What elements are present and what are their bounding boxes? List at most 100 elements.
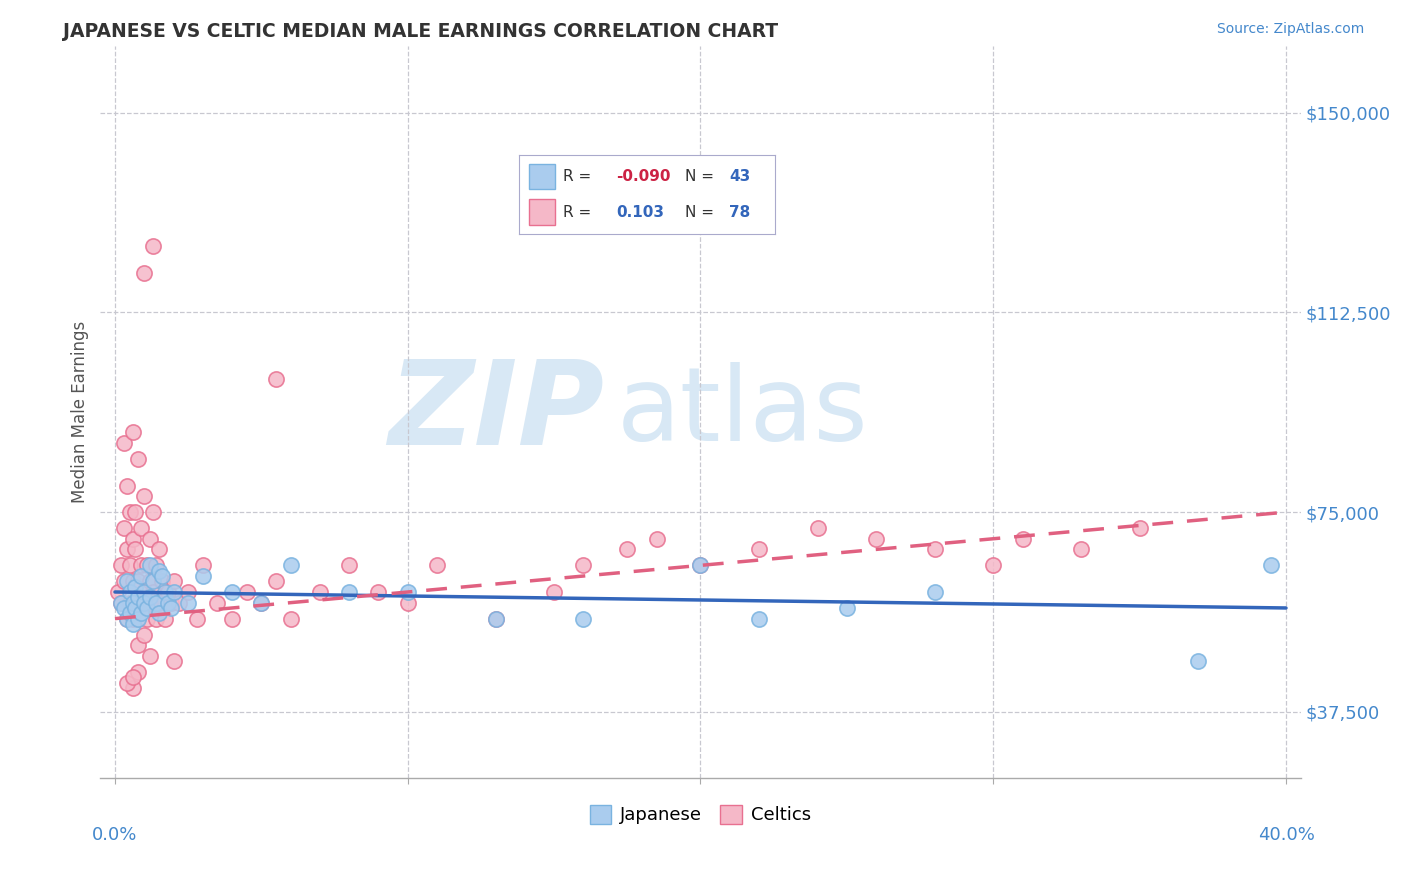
Point bbox=[865, 532, 887, 546]
Text: Source: ZipAtlas.com: Source: ZipAtlas.com bbox=[1216, 22, 1364, 37]
Point bbox=[121, 616, 143, 631]
Point bbox=[127, 638, 149, 652]
Text: JAPANESE VS CELTIC MEDIAN MALE EARNINGS CORRELATION CHART: JAPANESE VS CELTIC MEDIAN MALE EARNINGS … bbox=[63, 22, 779, 41]
Point bbox=[156, 596, 179, 610]
Point bbox=[127, 574, 149, 589]
Text: atlas: atlas bbox=[616, 362, 869, 463]
Point bbox=[139, 558, 162, 573]
Point bbox=[134, 266, 156, 280]
Point bbox=[131, 607, 153, 621]
Point bbox=[136, 612, 159, 626]
Point bbox=[162, 654, 184, 668]
Point bbox=[145, 558, 167, 573]
Point bbox=[235, 585, 257, 599]
Point bbox=[121, 670, 143, 684]
Point bbox=[337, 558, 360, 573]
Point bbox=[162, 574, 184, 589]
Point bbox=[807, 521, 830, 535]
Text: 0.0%: 0.0% bbox=[93, 826, 138, 845]
Point bbox=[127, 612, 149, 626]
Point bbox=[159, 601, 181, 615]
Point bbox=[156, 585, 179, 599]
Point bbox=[127, 612, 149, 626]
Text: 43: 43 bbox=[728, 169, 751, 184]
Point bbox=[748, 612, 770, 626]
Point bbox=[426, 558, 449, 573]
Point bbox=[689, 558, 711, 573]
Point bbox=[118, 585, 141, 599]
Point bbox=[924, 542, 946, 557]
Point bbox=[150, 574, 173, 589]
Point bbox=[127, 451, 149, 466]
Point bbox=[616, 542, 638, 557]
Point bbox=[136, 601, 159, 615]
Point bbox=[142, 574, 165, 589]
Point bbox=[115, 574, 138, 589]
Point bbox=[142, 505, 165, 519]
Point bbox=[115, 612, 138, 626]
Point bbox=[134, 489, 156, 503]
Point bbox=[121, 574, 143, 589]
Point bbox=[134, 596, 156, 610]
Point bbox=[118, 505, 141, 519]
Point bbox=[124, 542, 146, 557]
Point bbox=[924, 585, 946, 599]
Point bbox=[131, 521, 153, 535]
Point bbox=[148, 542, 170, 557]
Text: 78: 78 bbox=[728, 205, 751, 220]
Point bbox=[115, 612, 138, 626]
Point bbox=[112, 574, 135, 589]
Bar bbox=[529, 199, 555, 225]
Point bbox=[689, 558, 711, 573]
Point bbox=[115, 478, 138, 492]
Point bbox=[124, 580, 146, 594]
Point bbox=[112, 521, 135, 535]
Point bbox=[207, 596, 229, 610]
Text: 0.103: 0.103 bbox=[616, 205, 664, 220]
Y-axis label: Median Male Earnings: Median Male Earnings bbox=[72, 321, 89, 503]
Point bbox=[177, 585, 200, 599]
Text: ZIP: ZIP bbox=[388, 355, 605, 470]
Point bbox=[367, 585, 389, 599]
Point bbox=[118, 596, 141, 610]
Point bbox=[150, 569, 173, 583]
Point bbox=[1129, 521, 1152, 535]
Text: R =: R = bbox=[562, 205, 596, 220]
Point bbox=[139, 596, 162, 610]
Point bbox=[186, 612, 208, 626]
Point bbox=[134, 627, 156, 641]
Point bbox=[121, 612, 143, 626]
Point bbox=[153, 612, 176, 626]
Point bbox=[162, 585, 184, 599]
Point bbox=[169, 596, 191, 610]
Point bbox=[127, 591, 149, 605]
Point bbox=[124, 596, 146, 610]
Point bbox=[280, 612, 302, 626]
Text: N =: N = bbox=[686, 205, 720, 220]
Point bbox=[134, 585, 156, 599]
Point bbox=[264, 574, 287, 589]
Point bbox=[115, 542, 138, 557]
Point bbox=[145, 596, 167, 610]
Point bbox=[396, 585, 419, 599]
Point bbox=[118, 558, 141, 573]
Point bbox=[835, 601, 858, 615]
Point bbox=[250, 596, 273, 610]
Point bbox=[645, 532, 668, 546]
Point bbox=[748, 542, 770, 557]
Point bbox=[136, 558, 159, 573]
Point bbox=[1011, 532, 1033, 546]
Point bbox=[112, 436, 135, 450]
Point bbox=[142, 585, 165, 599]
Point bbox=[131, 596, 153, 610]
Point bbox=[484, 612, 506, 626]
Point bbox=[121, 681, 143, 695]
Point bbox=[139, 532, 162, 546]
Point bbox=[280, 558, 302, 573]
Point bbox=[1070, 542, 1092, 557]
Point bbox=[148, 596, 170, 610]
Point bbox=[148, 564, 170, 578]
Point bbox=[110, 596, 132, 610]
Point bbox=[191, 569, 214, 583]
Point bbox=[131, 558, 153, 573]
